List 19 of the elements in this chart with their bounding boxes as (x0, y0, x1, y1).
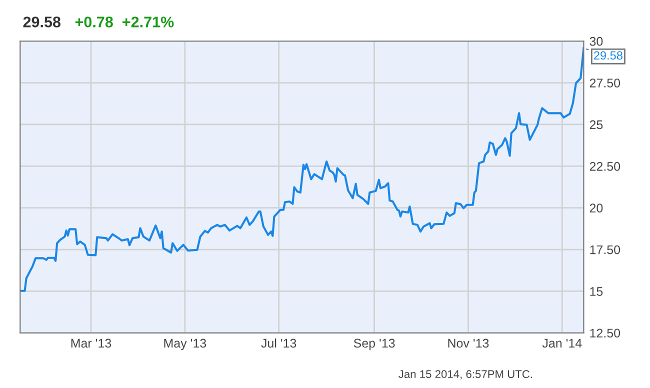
x-tick-label: Nov '13 (448, 338, 489, 348)
y-tick-label: 20 (590, 204, 603, 213)
x-tick-label: May '13 (164, 338, 206, 350)
chart-title: 29.58 (23, 16, 61, 28)
y-tick-label: 12.50 (590, 328, 620, 338)
y-tick-label: 27.50 (590, 78, 620, 88)
y-tick-label: 22.50 (590, 162, 620, 171)
chart-subtitle: +0.78 +2.71% (75, 16, 174, 28)
y-tick-label: 30 (590, 36, 603, 46)
line-series (20, 47, 584, 292)
x-tick-label: Jul '13 (261, 338, 296, 348)
x-tick-label: Jan '14 (542, 338, 582, 348)
x-tick-label: Sep '13 (354, 338, 395, 350)
annotation: 29.58 (594, 51, 622, 60)
x-tick-label: Mar '13 (71, 338, 112, 348)
y-tick-label: 25 (590, 120, 603, 130)
y-tick-label: 17.50 (590, 245, 620, 254)
y-tick-label: 15 (590, 287, 603, 296)
text: Jan 15 2014, 6:57PM UTC. (398, 370, 532, 380)
